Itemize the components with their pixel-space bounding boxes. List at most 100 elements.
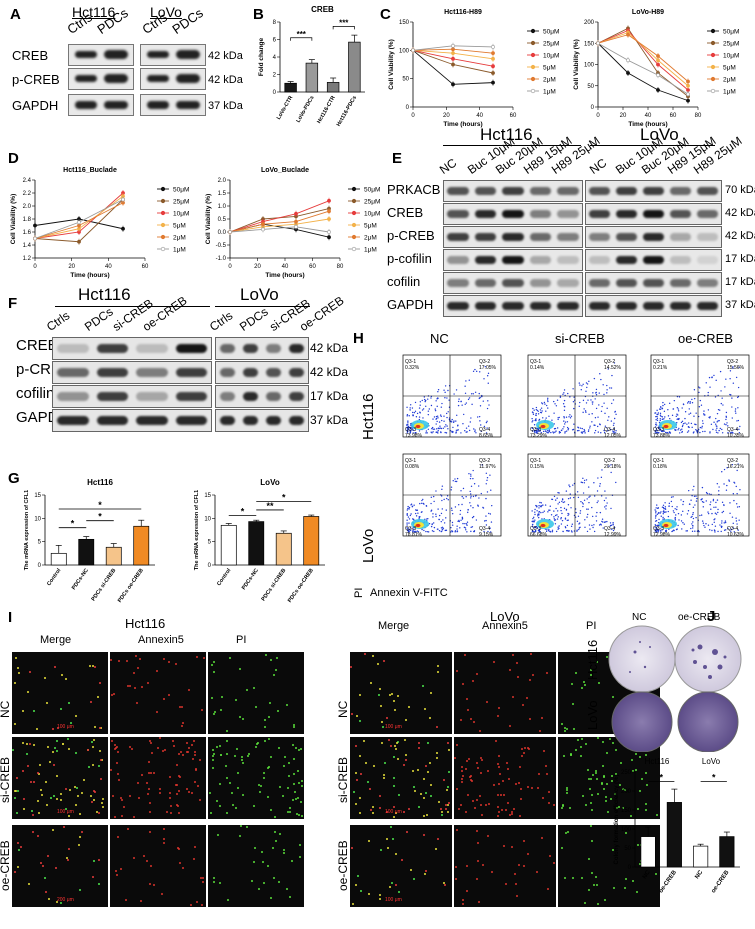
cell-dot xyxy=(444,808,447,811)
cell-dot xyxy=(605,795,608,798)
bar xyxy=(50,552,67,566)
event-dot xyxy=(567,497,570,500)
cell-dot xyxy=(424,870,427,873)
event-dot xyxy=(567,504,570,506)
event-dot xyxy=(558,416,560,419)
cell-dot xyxy=(185,741,188,744)
event-dot xyxy=(406,519,408,521)
kda-label: 17 kDa xyxy=(310,389,349,403)
cell-dot xyxy=(127,827,130,830)
event-dot xyxy=(733,531,735,533)
cell-dot xyxy=(273,831,276,834)
cell-dot xyxy=(366,780,369,783)
data-point xyxy=(491,56,495,61)
cell-dot xyxy=(132,815,135,818)
cell-dot xyxy=(36,834,39,837)
event-dot xyxy=(687,422,690,424)
cell-dot xyxy=(80,792,83,795)
event-dot xyxy=(656,513,659,515)
cell-dot xyxy=(396,742,399,745)
cell-dot xyxy=(95,811,98,814)
cell-dot xyxy=(412,878,415,881)
cell-dot xyxy=(474,806,477,809)
series-line xyxy=(597,29,689,91)
event-dot xyxy=(586,383,589,385)
cell-dot xyxy=(165,810,168,813)
data-point xyxy=(491,51,495,56)
cell-dot xyxy=(423,708,426,711)
row-label: cofilin xyxy=(16,385,55,402)
event-dot xyxy=(601,405,603,408)
blot-band xyxy=(474,279,497,287)
event-dot xyxy=(485,524,488,526)
cell-dot xyxy=(37,799,40,802)
quadrant-name: Q3-3 xyxy=(530,526,541,532)
event-dot xyxy=(596,425,599,428)
event-dot xyxy=(597,477,599,479)
event-dot xyxy=(548,509,550,511)
event-dot xyxy=(532,420,534,422)
cell-dot xyxy=(610,779,613,782)
cell-dot xyxy=(88,664,91,667)
x-axis-label: Annexin V-FITC xyxy=(370,587,448,599)
event-dot xyxy=(682,424,684,426)
event-dot xyxy=(655,419,657,421)
event-dot xyxy=(443,498,445,501)
cell-dot xyxy=(158,792,161,795)
event-dot xyxy=(458,519,460,522)
cell-dot xyxy=(225,777,228,780)
event-dot xyxy=(595,391,597,394)
event-dot xyxy=(474,495,477,497)
event-dot xyxy=(723,468,726,471)
cell-dot xyxy=(44,877,47,880)
cell-dot xyxy=(238,715,241,718)
cell-dot xyxy=(141,686,144,689)
cell-dot xyxy=(60,901,63,904)
event-dot xyxy=(716,427,718,429)
cell-dot xyxy=(404,759,407,762)
legend-marker xyxy=(710,76,716,82)
cell-dot xyxy=(544,764,547,767)
cell-dot xyxy=(179,861,182,864)
event-dot xyxy=(455,480,458,483)
data-point xyxy=(294,219,298,224)
event-dot xyxy=(610,387,613,389)
blot-band xyxy=(670,256,691,264)
event-dot xyxy=(479,405,482,407)
density-red xyxy=(663,523,669,528)
cell-dot xyxy=(492,660,495,663)
event-dot xyxy=(562,428,564,430)
event-dot xyxy=(424,399,427,402)
data-point xyxy=(491,64,495,69)
event-dot xyxy=(563,420,565,422)
event-dot xyxy=(428,408,431,410)
cell-dot xyxy=(74,804,77,807)
event-dot xyxy=(411,427,413,429)
event-dot xyxy=(707,409,710,411)
cell-dot xyxy=(226,753,229,756)
event-dot xyxy=(611,528,613,531)
event-dot xyxy=(548,415,550,417)
cell-dot xyxy=(456,829,459,832)
blot-band xyxy=(529,279,552,287)
event-dot xyxy=(594,432,596,434)
cell-dot xyxy=(379,688,382,691)
cell-dot xyxy=(476,841,479,844)
blot-band xyxy=(529,210,552,218)
event-dot xyxy=(569,485,571,488)
cell-dot xyxy=(198,758,201,761)
event-dot xyxy=(735,520,738,522)
event-dot xyxy=(704,430,706,433)
event-dot xyxy=(487,530,489,533)
row-label: cofilin xyxy=(387,274,421,289)
event-dot xyxy=(412,432,414,434)
cell-dot xyxy=(76,794,79,797)
blot-band xyxy=(474,210,497,218)
event-dot xyxy=(686,402,689,404)
cell-dot xyxy=(39,788,42,791)
event-dot xyxy=(441,419,443,422)
event-dot xyxy=(591,515,594,518)
event-dot xyxy=(572,496,575,499)
